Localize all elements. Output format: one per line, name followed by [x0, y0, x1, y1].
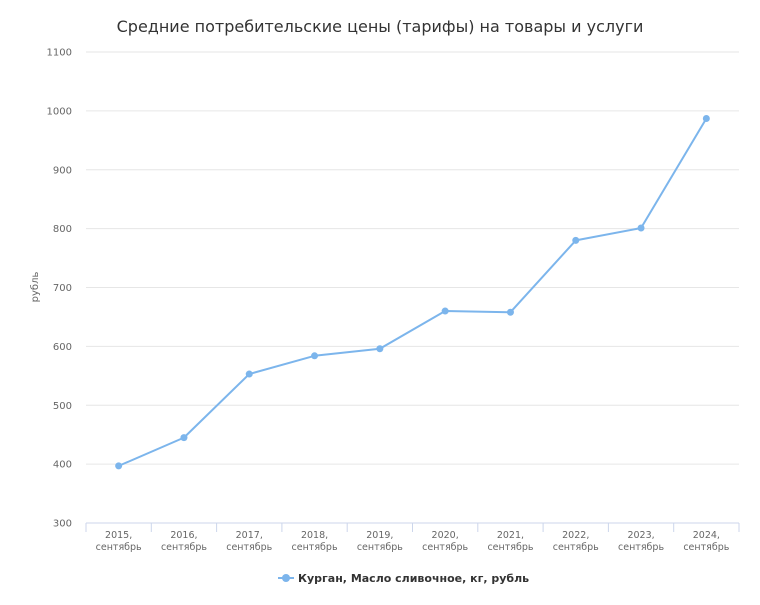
y-tick-label: 400 — [53, 460, 72, 471]
y-tick-label: 1000 — [47, 106, 72, 117]
data-point[interactable] — [506, 308, 514, 316]
x-tick-label: 2017, сентябрь — [226, 530, 272, 553]
data-point[interactable] — [311, 352, 319, 360]
x-tick-label: 2021, сентябрь — [487, 530, 533, 553]
series-layer — [115, 115, 710, 470]
data-point[interactable] — [376, 345, 384, 353]
x-tick-label: 2024, сентябрь — [683, 530, 729, 553]
y-tick-label: 500 — [53, 401, 72, 412]
legend-point-marker — [282, 574, 290, 582]
data-point[interactable] — [441, 307, 449, 315]
y-axis: 300 400 500 600 700 800 900 1000 1100 — [47, 48, 72, 530]
series-line — [118, 118, 708, 467]
x-tick-label: 2016, сентябрь — [161, 530, 207, 553]
y-tick-label: 900 — [53, 165, 72, 176]
y-tick-label: 1100 — [47, 48, 72, 59]
data-point[interactable] — [572, 236, 580, 244]
x-tick-label: 2015, сентябрь — [96, 530, 142, 553]
data-point[interactable] — [245, 370, 253, 378]
x-tick-label: 2022, сентябрь — [553, 530, 599, 553]
x-tick-label: 2019, сентябрь — [357, 530, 403, 553]
y-tick-label: 600 — [53, 342, 72, 353]
y-tick-label: 800 — [53, 224, 72, 235]
legend[interactable]: Курган, Масло сливочное, кг, рубль — [278, 572, 529, 585]
chart-title: Средние потребительские цены (тарифы) на… — [117, 17, 644, 36]
data-point[interactable] — [637, 224, 645, 232]
x-tick-label: 2018, сентябрь — [292, 530, 338, 553]
y-tick-label: 700 — [53, 283, 72, 294]
data-point[interactable] — [115, 462, 123, 470]
data-point[interactable] — [180, 434, 188, 442]
x-tick-label: 2023, сентябрь — [618, 530, 664, 553]
data-point[interactable] — [702, 115, 710, 123]
legend-label: Курган, Масло сливочное, кг, рубль — [298, 572, 529, 585]
x-axis: 2015, сентябрь 2016, сентябрь 2017, сентябрь 2… — [85, 522, 740, 553]
y-tick-label: 300 — [53, 519, 72, 530]
grid — [86, 51, 739, 465]
x-tick-label: 2020, сентябрь — [422, 530, 468, 553]
y-axis-title: рубль — [30, 272, 41, 303]
